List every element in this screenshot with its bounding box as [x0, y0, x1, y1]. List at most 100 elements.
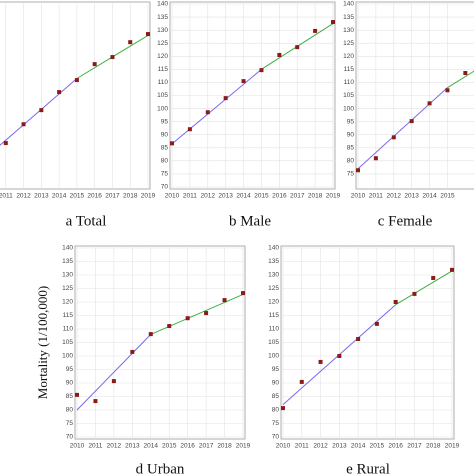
y-tick-label: 75 — [347, 171, 355, 178]
y-tick-label: 110 — [158, 79, 169, 86]
data-point — [277, 52, 282, 57]
y-tick-label: 95 — [272, 366, 280, 373]
data-point — [373, 156, 378, 161]
panel-caption: d Urban — [136, 461, 185, 474]
y-tick-label: 105 — [343, 92, 354, 99]
x-tick-label: 2019 — [236, 443, 251, 450]
y-tick-label: 85 — [272, 393, 280, 400]
data-point — [185, 316, 190, 321]
fit-line — [395, 270, 453, 306]
y-tick-label: 115 — [158, 66, 169, 73]
y-tick-label: 80 — [347, 158, 355, 165]
data-point — [391, 135, 396, 140]
data-point — [110, 55, 115, 60]
data-point — [313, 28, 318, 33]
y-tick-label: 80 — [272, 407, 280, 414]
data-point — [167, 324, 172, 329]
x-tick-label: 2014 — [144, 443, 159, 450]
fit-line — [76, 334, 152, 411]
panel-caption: b Male — [229, 213, 271, 229]
y-tick-label: 130 — [343, 27, 354, 34]
data-point — [356, 336, 361, 341]
data-point — [21, 122, 26, 127]
data-point — [205, 110, 210, 115]
y-tick-label: 75 — [161, 171, 169, 178]
y-tick-label: 90 — [66, 380, 74, 387]
data-point — [281, 406, 285, 411]
y-tick-label: 115 — [269, 312, 280, 319]
y-tick-label: 115 — [344, 66, 355, 73]
data-point — [57, 90, 62, 95]
x-tick-label: 2013 — [218, 193, 233, 200]
x-tick-label: 2012 — [201, 193, 216, 200]
panel-caption: c Female — [378, 213, 433, 229]
y-tick-label: 90 — [161, 131, 169, 138]
data-point — [75, 392, 79, 397]
x-tick-label: 2013 — [125, 443, 140, 450]
y-tick-label: 105 — [157, 92, 168, 99]
x-tick-label: 2014 — [52, 193, 67, 200]
data-point — [318, 359, 323, 364]
x-tick-label: 2014 — [351, 443, 366, 450]
x-tick-label: 2016 — [388, 443, 403, 450]
y-tick-label: 120 — [62, 299, 73, 306]
y-tick-label: 140 — [62, 245, 73, 252]
x-tick-label: 2018 — [426, 443, 441, 450]
y-tick-label: 80 — [161, 158, 169, 165]
x-tick-label: 2017 — [407, 443, 422, 450]
y-tick-label: 95 — [161, 118, 169, 125]
y-tick-label: 95 — [66, 366, 74, 373]
y-tick-label: 125 — [62, 285, 73, 292]
y-tick-label: 130 — [157, 27, 168, 34]
y-tick-label: 140 — [157, 1, 168, 8]
y-tick-label: 110 — [344, 79, 355, 86]
y-tick-label: 120 — [157, 53, 168, 60]
x-tick-label: 2016 — [272, 193, 287, 200]
y-tick-label: 135 — [343, 14, 354, 21]
data-point — [331, 20, 335, 25]
y-tick-label: 120 — [343, 53, 354, 60]
y-tick-label: 100 — [62, 353, 73, 360]
data-point — [170, 141, 174, 146]
plot-frame — [0, 1, 151, 190]
y-tick-label: 135 — [62, 258, 73, 265]
data-point — [148, 332, 153, 337]
y-tick-label: 125 — [343, 40, 354, 47]
x-tick-label: 2010 — [70, 443, 85, 450]
data-point — [409, 119, 414, 124]
y-tick-label: 70 — [66, 434, 74, 441]
x-tick-label: 2016 — [180, 443, 195, 450]
data-point — [93, 399, 98, 404]
x-tick-label: 2013 — [404, 193, 419, 200]
x-tick-label: 2015 — [70, 193, 85, 200]
y-tick-label: 100 — [343, 105, 354, 112]
x-tick-label: 2010 — [276, 443, 291, 450]
y-tick-label: 135 — [268, 258, 279, 265]
x-tick-label: 2012 — [16, 193, 31, 200]
fit-line — [150, 293, 244, 335]
y-axis-label: Mortality (1/100,000) — [35, 286, 50, 399]
x-tick-label: 2019 — [445, 443, 460, 450]
y-tick-label: 105 — [268, 339, 279, 346]
y-tick-label: 85 — [347, 145, 355, 152]
y-tick-label: 130 — [62, 272, 73, 279]
data-point — [3, 141, 8, 146]
y-tick-label: 120 — [268, 299, 279, 306]
data-point — [259, 68, 264, 73]
x-tick-label: 2011 — [369, 193, 383, 200]
data-point — [431, 275, 436, 280]
data-point — [241, 291, 245, 296]
fit-line — [171, 68, 262, 145]
panel-caption: e Rural — [346, 461, 390, 474]
y-tick-label: 80 — [66, 407, 74, 414]
x-tick-label: 2019 — [141, 193, 156, 200]
x-tick-label: 2017 — [290, 193, 305, 200]
fit-line — [0, 78, 78, 146]
x-tick-label: 2013 — [34, 193, 49, 200]
y-tick-label: 75 — [272, 420, 280, 427]
data-point — [337, 354, 342, 358]
x-tick-label: 2011 — [0, 193, 13, 200]
data-point — [241, 79, 246, 84]
y-tick-label: 75 — [66, 420, 74, 427]
y-tick-label: 90 — [272, 380, 280, 387]
